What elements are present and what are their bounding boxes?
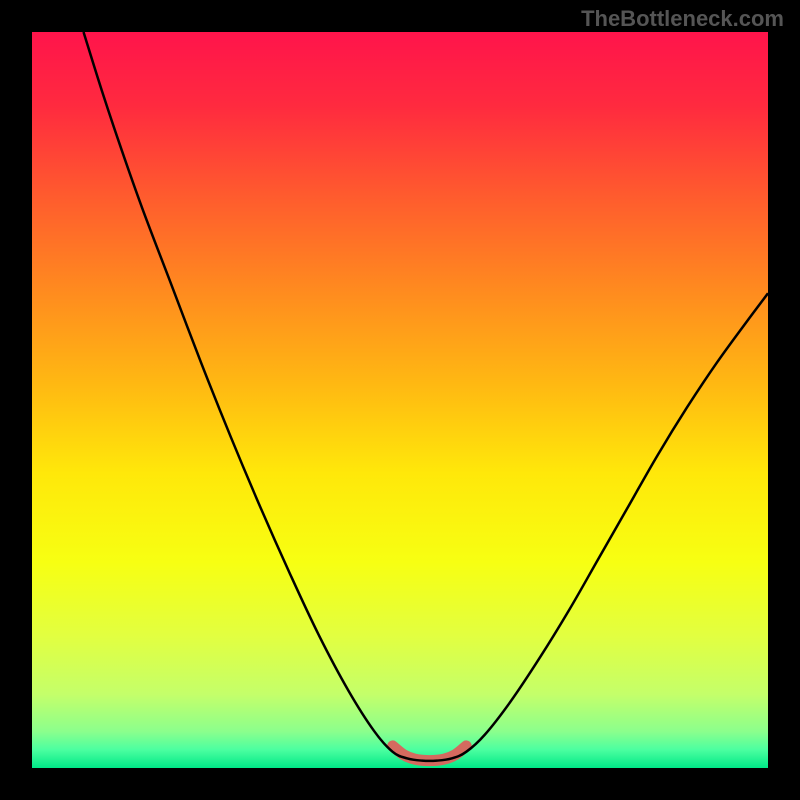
curves-svg	[32, 32, 768, 768]
plot-area	[32, 32, 768, 768]
main-curve-path	[84, 32, 768, 761]
watermark-text: TheBottleneck.com	[581, 6, 784, 32]
chart-container: TheBottleneck.com	[0, 0, 800, 800]
